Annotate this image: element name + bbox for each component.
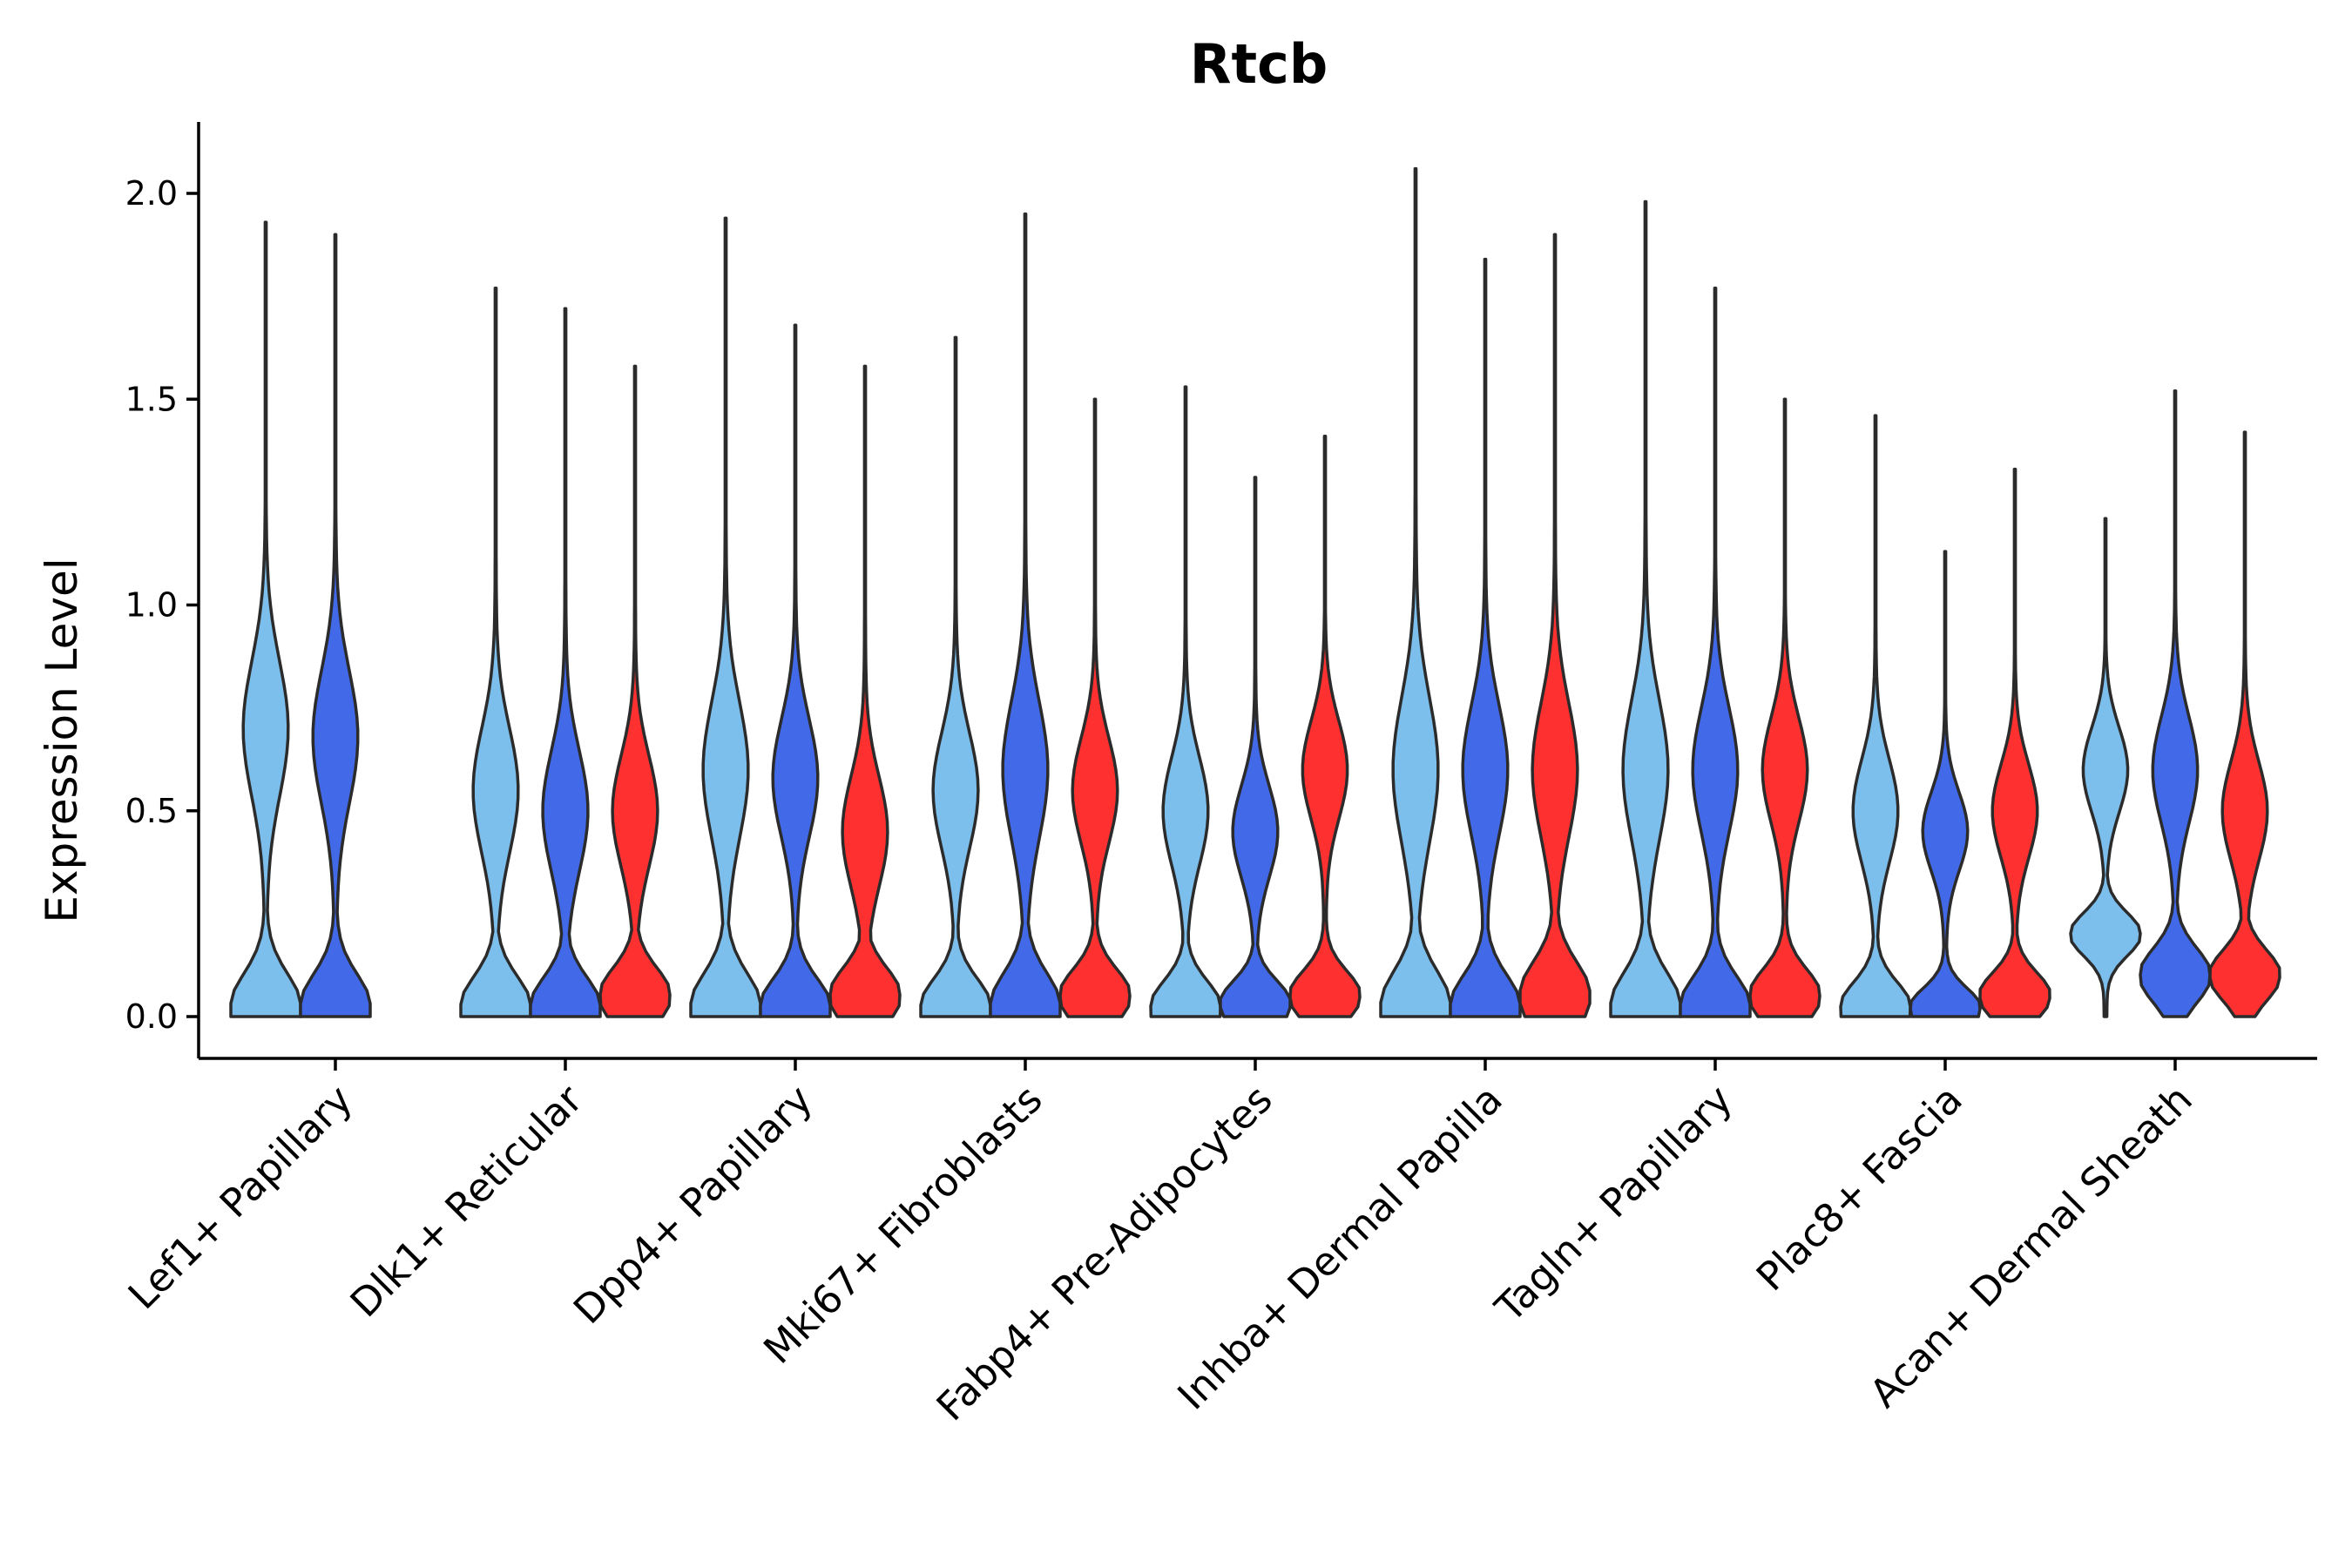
y-tick-label: 1.0 (125, 586, 178, 625)
violin-2-2 (828, 364, 902, 1018)
violin-6-1 (1679, 286, 1752, 1018)
x-tick-label: Lef1+ Papillary (119, 1076, 362, 1318)
violin-5-1 (1449, 257, 1522, 1018)
violins-layer (229, 166, 2281, 1018)
violin-7-2 (1978, 467, 2051, 1018)
violin-1-0 (459, 286, 532, 1018)
violin-4-0 (1149, 385, 1222, 1018)
violin-0-1 (299, 233, 372, 1018)
violin-8-2 (2208, 430, 2281, 1018)
violin-8-0 (2069, 517, 2142, 1018)
y-tick-label: 1.5 (125, 380, 178, 418)
x-tick-label: Dlk1+ Reticular (341, 1076, 591, 1326)
y-axis-label: Expression Level (37, 558, 87, 923)
violin-7-0 (1839, 414, 1912, 1018)
violin-6-0 (1609, 199, 1682, 1018)
violin-8-1 (2139, 389, 2212, 1018)
violin-2-1 (759, 323, 832, 1018)
violin-4-2 (1288, 435, 1362, 1018)
x-tick-label: Tagln+ Papillary (1486, 1076, 1741, 1331)
violin-3-0 (919, 335, 992, 1018)
violin-1-1 (529, 307, 602, 1018)
chart-title: Rtcb (1190, 32, 1328, 96)
violin-6-2 (1748, 397, 1821, 1018)
x-tick-label: Plac8+ Fascia (1747, 1076, 1971, 1300)
y-tick-label: 0.5 (125, 792, 178, 830)
violin-4-1 (1219, 476, 1292, 1018)
violin-5-0 (1379, 166, 1452, 1018)
violin-3-2 (1058, 397, 1132, 1018)
violin-5-2 (1518, 233, 1592, 1018)
violin-7-1 (1909, 550, 1982, 1018)
y-tick-label: 2.0 (125, 174, 178, 213)
violin-3-1 (989, 212, 1062, 1018)
violin-0-0 (229, 220, 302, 1018)
x-tick-label: Dpp4+ Papillary (564, 1076, 821, 1333)
violin-2-0 (689, 216, 762, 1018)
y-ticks: 0.0 0.5 1.0 1.5 2.0 (125, 174, 199, 1036)
violin-1-2 (598, 364, 672, 1018)
axes-layer (197, 122, 2317, 1060)
y-tick-label: 0.0 (125, 997, 178, 1036)
